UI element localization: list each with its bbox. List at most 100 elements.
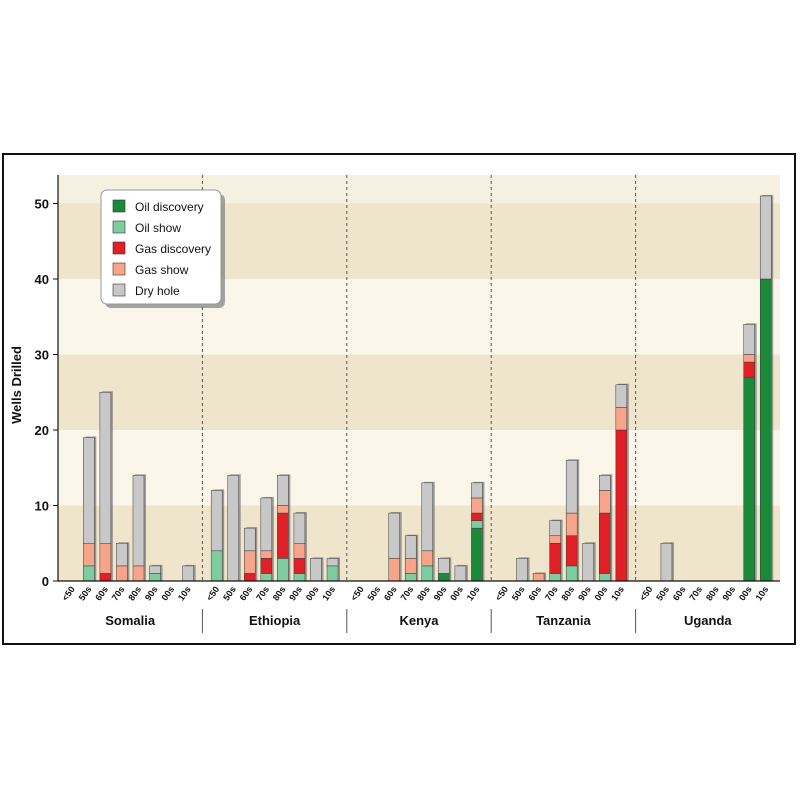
y-axis: 0 10 20 30 40 50: [35, 175, 59, 589]
bar-segment-gas-show: [549, 535, 561, 544]
bar-segment-dry-hole: [743, 324, 755, 355]
bar-segment-dry-hole: [421, 482, 434, 552]
group-label: Ethiopia: [249, 613, 301, 628]
bar-segment-dry-hole: [759, 195, 772, 280]
bar-segment-dry-hole: [404, 535, 417, 559]
bar-segment-dry-hole: [260, 497, 273, 552]
bar-segment-gas-discovery: [99, 573, 112, 582]
bar-segment-gas-discovery: [615, 429, 628, 582]
legend-swatch: [112, 199, 126, 213]
x-tick-label: 00s: [448, 584, 465, 602]
bar-segment-dry-hole: [565, 459, 578, 514]
x-tick-label: <50: [349, 584, 366, 602]
bar-segment-gas-show: [471, 497, 483, 514]
x-tick-label: 70s: [110, 584, 127, 602]
bar-segment-gas-show: [277, 505, 289, 514]
bars-layer: [83, 194, 774, 582]
x-tick-label: 80s: [560, 584, 577, 602]
x-tick-label: 70s: [543, 584, 560, 602]
bar-segment-gas-show: [565, 512, 578, 536]
chart-frame: 0 10 20 30 40 50 <50 50s 60s 70s 80s 90s 00s 10s Soma…: [2, 153, 796, 645]
bar-segment-oil-show: [210, 550, 223, 582]
plot-background: [58, 175, 780, 581]
bar-segment-oil-show: [293, 573, 306, 582]
x-tick-label: 90s: [143, 584, 160, 602]
x-tick-label: 80s: [415, 584, 432, 602]
bar-segment-oil-show: [565, 565, 578, 582]
bar-segment-dry-hole: [326, 558, 339, 567]
bar-segment-oil-show: [260, 573, 273, 582]
bar-segment-dry-hole: [149, 565, 161, 574]
legend: Oil discovery Oil show Gas discovery Gas sh…: [100, 189, 225, 308]
bar-segment-gas-show: [260, 550, 273, 559]
bar-segment-dry-hole: [582, 543, 594, 582]
bar-segment-oil-show: [421, 565, 434, 582]
legend-swatch: [112, 220, 126, 234]
x-tick-label: <50: [204, 584, 221, 602]
bar-segment-oil-show: [149, 573, 161, 582]
bar-segment-oil-show: [599, 573, 611, 582]
bar-segment-dry-hole: [471, 482, 483, 499]
bar-segment-dry-hole: [660, 543, 673, 582]
legend-swatch: [112, 262, 126, 276]
bar-segment-oil-show: [277, 558, 289, 582]
x-tick-label: 50s: [510, 584, 527, 602]
bar-segment-gas-discovery: [565, 535, 578, 567]
x-tick-label: 60s: [526, 584, 543, 602]
bar-segment-gas-show: [244, 550, 256, 574]
x-tick-label: 10s: [754, 584, 771, 602]
bar-segment-dry-hole: [83, 437, 95, 544]
x-tick-label: 90s: [576, 584, 593, 602]
group-label: Tanzania: [536, 613, 591, 628]
x-tick-label: 10s: [609, 584, 626, 602]
y-tick-label: 50: [35, 197, 49, 212]
x-tick-label: <50: [493, 584, 510, 602]
bar-segment-gas-show: [421, 550, 434, 567]
x-tick-label: 10s: [176, 584, 193, 602]
group-label: Kenya: [399, 613, 439, 628]
bar-segment-dry-hole: [277, 475, 289, 506]
x-tick-label: 80s: [126, 584, 143, 602]
bar-segment-dry-hole: [516, 558, 528, 582]
bar-segment-gas-show: [615, 407, 628, 431]
x-tick-label: <50: [638, 584, 655, 602]
x-tick-label: 80s: [271, 584, 288, 602]
x-tick-label: 90s: [720, 584, 737, 602]
x-tick-label: 70s: [399, 584, 416, 602]
bar-segment-gas-discovery: [244, 573, 256, 582]
bar-segment-dry-hole: [99, 392, 112, 544]
bar-segment-dry-hole: [388, 512, 400, 559]
y-tick-label: 0: [42, 574, 49, 589]
x-tick-label: 90s: [432, 584, 449, 602]
x-tick-label: 60s: [238, 584, 255, 602]
bar-segment-gas-discovery: [549, 543, 561, 574]
x-tick-label: 00s: [737, 584, 754, 602]
bar-segment-gas-discovery: [260, 558, 273, 574]
bar-segment-dry-hole: [244, 527, 256, 552]
x-tick-label: 00s: [593, 584, 610, 602]
legend-box: [100, 189, 222, 305]
bar-segment-oil-discovery: [471, 527, 483, 582]
legend-label: Dry hole: [135, 284, 180, 298]
legend-label: Gas discovery: [135, 242, 211, 256]
bar-segment-oil-show: [471, 520, 483, 529]
band-shade: [58, 505, 780, 581]
bar-segment-oil-discovery: [759, 278, 772, 582]
y-tick-label: 40: [35, 272, 49, 287]
bar-segment-gas-discovery: [293, 558, 306, 574]
bar-segment-oil-show: [326, 565, 339, 582]
bar-segment-gas-show: [388, 558, 400, 582]
bar-segment-dry-hole: [227, 475, 239, 582]
bar-segment-gas-show: [83, 543, 95, 567]
bar-segment-dry-hole: [549, 520, 561, 536]
bar-segment-dry-hole: [615, 384, 628, 408]
y-tick-label: 30: [35, 348, 49, 363]
bar-segment-dry-hole: [454, 565, 467, 582]
x-tick-label: 00s: [304, 584, 321, 602]
bar-segment-oil-show: [404, 573, 417, 582]
bar-segment-gas-show: [116, 565, 128, 582]
x-tick-label: 50s: [221, 584, 238, 602]
x-tick-label: 50s: [77, 584, 94, 602]
x-tick-label: 60s: [671, 584, 688, 602]
